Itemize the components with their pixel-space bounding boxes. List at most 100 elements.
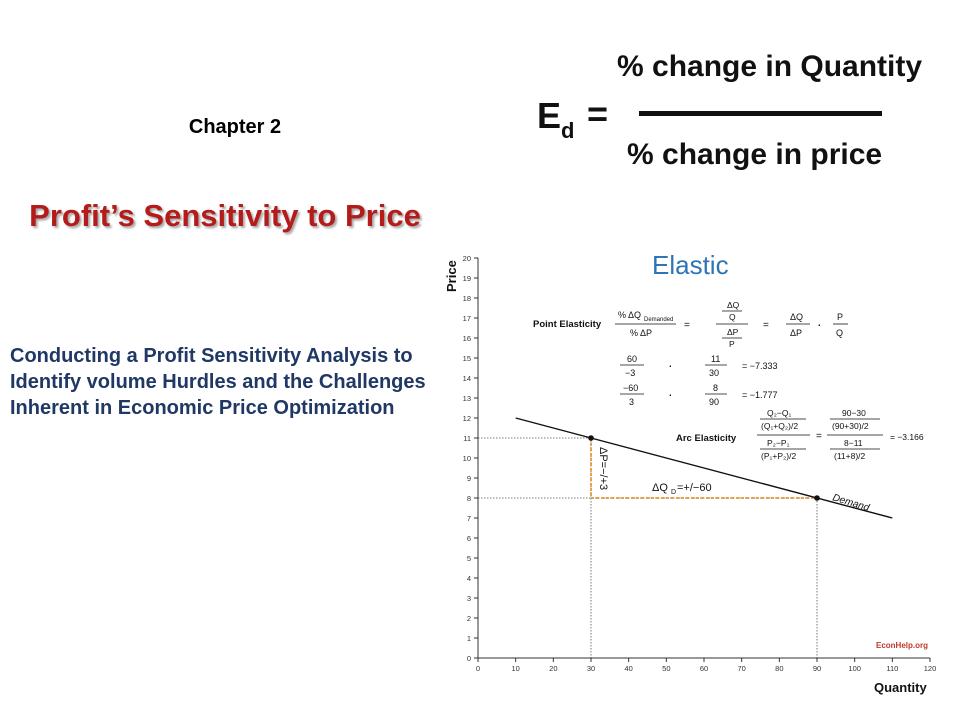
calc2-b-num: 8: [713, 383, 718, 393]
pe-frac2-den-top: ΔP: [727, 327, 739, 337]
x-tick-label-10: 10: [511, 664, 519, 673]
delta-q-label: ΔQ: [652, 482, 668, 494]
calc1-a-den: −3: [625, 368, 635, 378]
y-tick-label-14: 14: [463, 374, 471, 383]
arc-v-den-top: 8−11: [844, 438, 863, 448]
delta-q-sub: D: [671, 489, 676, 496]
y-tick-label-9: 9: [467, 474, 471, 483]
arc-den-top: P₂−P₁: [767, 438, 790, 448]
pe-frac4-num: P: [837, 312, 843, 322]
y-tick-label-10: 10: [463, 454, 471, 463]
pe-frac3-num: ΔQ: [790, 312, 803, 322]
pe-dot: ·: [817, 316, 822, 332]
y-tick-label-11: 11: [463, 434, 471, 443]
y-tick-label-2: 2: [467, 614, 471, 623]
y-tick-label-12: 12: [463, 414, 471, 423]
formula-numerator: % change in Quantity: [617, 50, 922, 83]
y-tick-label-5: 5: [467, 554, 471, 563]
calc1-b-num: 11: [711, 354, 720, 364]
arc-den-bot: (P₁+P₂)/2: [761, 451, 796, 461]
arc-v-num-bot: (90+30)/2: [832, 421, 869, 431]
pe-eq1: =: [684, 320, 690, 331]
formula-lhs: E: [537, 95, 561, 136]
arc-eq: =: [816, 431, 822, 442]
pe-eq2: =: [763, 320, 769, 331]
formula-fraction-bar: [639, 111, 882, 116]
calc2-dot: ·: [668, 386, 673, 402]
arc-elasticity-label: Arc Elasticity: [676, 433, 737, 444]
pe-frac1-num: % ΔQ: [618, 310, 641, 320]
watermark: EconHelp.org: [876, 641, 928, 650]
formula-denominator: % change in price: [627, 138, 882, 171]
point-elasticity-block: Point Elasticity % ΔQ Demanded % ΔP = ΔQ…: [533, 300, 848, 349]
x-tick-label-70: 70: [737, 664, 745, 673]
pe-frac1-den: % ΔP: [630, 328, 652, 338]
y-axis-label: Price: [444, 260, 459, 292]
x-tick-label-120: 120: [924, 664, 937, 673]
y-tick-label-19: 19: [463, 274, 471, 283]
x-tick-label-30: 30: [587, 664, 595, 673]
y-tick-label-16: 16: [463, 334, 471, 343]
x-tick-label-20: 20: [549, 664, 557, 673]
elasticity-formula: E d = % change in Quantity % change in p…: [537, 50, 922, 171]
arc-num-top: Q₂−Q₁: [767, 408, 791, 418]
calc-row-2: −60 3 · 8 90 = −1.777: [620, 383, 778, 407]
demand-curve-0: [515, 417, 893, 519]
calc1-result: = −7.333: [742, 361, 778, 371]
arc-v-den-bot: (11+8)/2: [834, 451, 866, 461]
arc-elasticity-block: Arc Elasticity Q₂−Q₁ (Q₁+Q₂)/2 P₂−P₁ (P₁…: [676, 408, 924, 461]
y-tick-label-15: 15: [463, 354, 471, 363]
x-tick-label-90: 90: [813, 664, 821, 673]
calc1-dot: ·: [668, 357, 673, 373]
demand-label: Demand: [831, 492, 871, 514]
calc1-b-den: 30: [709, 368, 719, 378]
x-tick-label-80: 80: [775, 664, 783, 673]
x-tick-label-0: 0: [476, 664, 480, 673]
calc2-a-den: 3: [629, 397, 634, 407]
formula-lhs-sub: d: [561, 118, 574, 143]
y-tick-label-13: 13: [463, 394, 471, 403]
arc-num-bot: (Q₁+Q₂)/2: [761, 421, 798, 431]
y-tick-label-8: 8: [467, 494, 471, 503]
demand-point-1: [588, 435, 594, 441]
pe-frac2-den-bot: P: [729, 339, 735, 349]
y-tick-label-3: 3: [467, 594, 471, 603]
chapter-label: Chapter 2: [188, 116, 282, 138]
guides-layer: [478, 437, 818, 658]
chart-title: Elastic: [652, 250, 729, 280]
pe-frac3-den: ΔP: [790, 328, 802, 338]
y-tick-label-17: 17: [463, 314, 471, 323]
delta-q-tail: =+/−60: [677, 482, 712, 494]
formula-equals: =: [587, 93, 608, 134]
point-elasticity-label: Point Elasticity: [533, 319, 602, 330]
pe-frac1-num-sub: Demanded: [644, 317, 673, 323]
slide-title: Profit’s Sensitivity to Price: [29, 198, 421, 233]
x-tick-label-60: 60: [700, 664, 708, 673]
x-axis-label: Quantity: [874, 680, 927, 695]
calc2-a-num: −60: [623, 383, 638, 393]
calc2-result: = −1.777: [742, 390, 778, 400]
arc-result: = −3.166: [890, 432, 924, 442]
calc-row-1: 60 −3 · 11 30 = −7.333: [620, 354, 778, 378]
calc2-b-den: 90: [709, 397, 719, 407]
x-tick-label-50: 50: [662, 664, 670, 673]
y-tick-label-0: 0: [467, 654, 471, 663]
y-tick-label-1: 1: [467, 634, 471, 643]
pe-frac4-den: Q: [836, 328, 843, 338]
series-layer: [515, 417, 893, 519]
demand-point-2: [814, 495, 820, 501]
y-tick-label-6: 6: [467, 534, 471, 543]
y-tick-label-7: 7: [467, 514, 471, 523]
y-tick-label-4: 4: [467, 574, 471, 583]
arc-v-num-top: 90−30: [842, 408, 866, 418]
x-tick-label-100: 100: [848, 664, 861, 673]
slide-subtitle: Conducting a Profit Sensitivity Analysis…: [10, 345, 426, 419]
x-tick-label-40: 40: [624, 664, 632, 673]
pe-frac2-num-top: ΔQ: [727, 300, 740, 310]
delta-p-label: ΔP=−/+3: [597, 447, 609, 490]
y-tick-label-20: 20: [463, 254, 471, 263]
x-tick-label-110: 110: [886, 664, 898, 673]
calc1-a-num: 60: [627, 354, 637, 364]
